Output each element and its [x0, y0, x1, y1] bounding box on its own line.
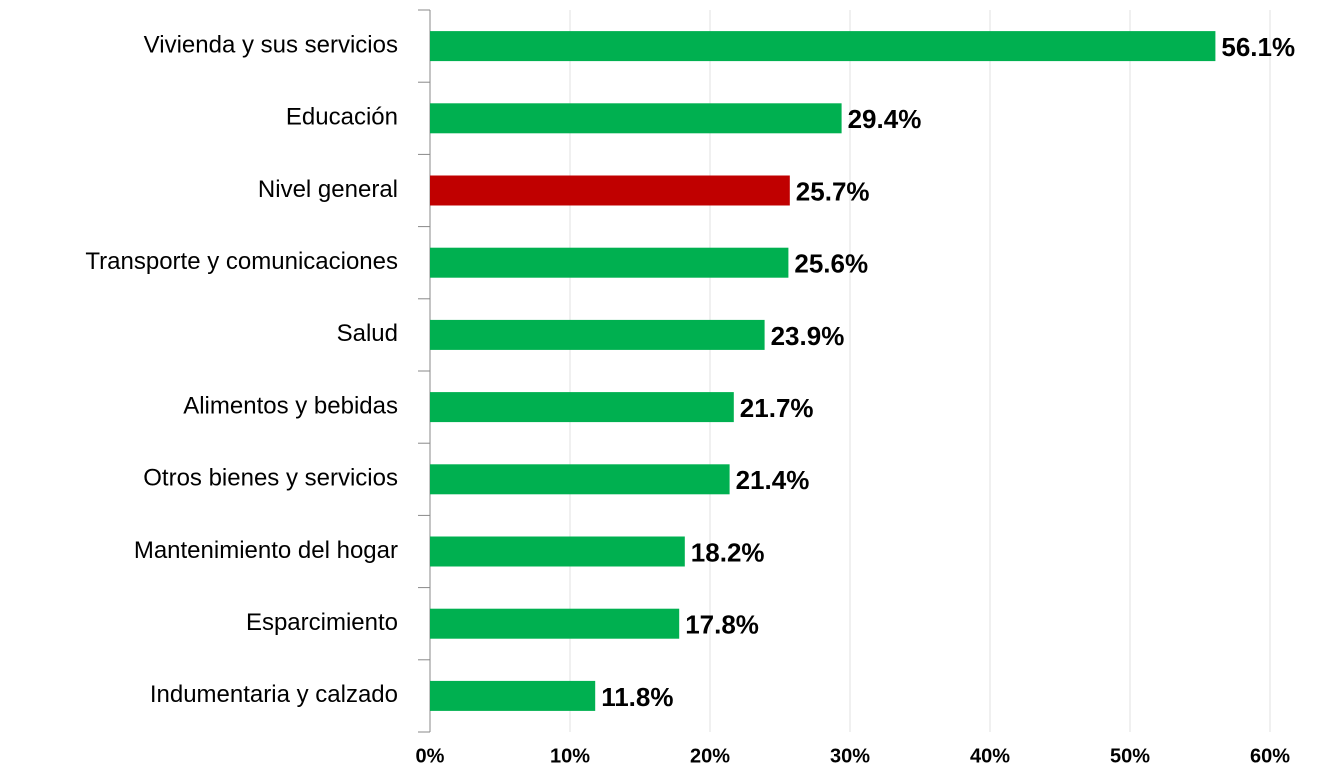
y-tick-label: Salud	[337, 320, 398, 347]
y-tick-label: Nivel general	[258, 176, 398, 203]
x-tick-label: 60%	[1250, 745, 1290, 767]
x-tick-label: 20%	[690, 745, 730, 767]
y-tick-label: Esparcimiento	[246, 609, 398, 636]
y-tick-label: Alimentos y bebidas	[183, 392, 398, 419]
value-label: 18.2%	[691, 537, 765, 567]
bar	[430, 680, 596, 711]
y-tick-label: Mantenimiento del hogar	[134, 537, 398, 564]
bar	[430, 608, 680, 639]
value-label: 23.9%	[771, 321, 845, 351]
y-tick-label: Indumentaria y calzado	[150, 681, 398, 708]
value-label: 17.8%	[685, 610, 759, 640]
value-label: 25.7%	[796, 176, 870, 206]
bar	[430, 247, 789, 278]
bar	[430, 175, 790, 206]
x-tick-label: 50%	[1110, 745, 1150, 767]
x-tick-label: 40%	[970, 745, 1010, 767]
y-tick-label: Educación	[286, 104, 398, 131]
value-label: 11.8%	[601, 682, 673, 712]
bar	[430, 319, 765, 350]
x-tick-label: 10%	[550, 745, 590, 767]
bar	[430, 31, 1216, 62]
value-label: 56.1%	[1221, 32, 1295, 62]
y-tick-label: Vivienda y sus servicios	[144, 31, 398, 58]
bar	[430, 464, 730, 495]
value-label: 29.4%	[848, 104, 922, 134]
value-label: 25.6%	[794, 249, 868, 279]
bar	[430, 103, 842, 134]
y-tick-label: Transporte y comunicaciones	[85, 248, 398, 275]
x-tick-label: 30%	[830, 745, 870, 767]
bar	[430, 392, 734, 423]
x-tick-label: 0%	[416, 745, 445, 767]
bar	[430, 536, 685, 567]
y-tick-label: Otros bienes y servicios	[143, 465, 398, 492]
value-label: 21.7%	[740, 393, 814, 423]
value-label: 21.4%	[736, 465, 810, 495]
